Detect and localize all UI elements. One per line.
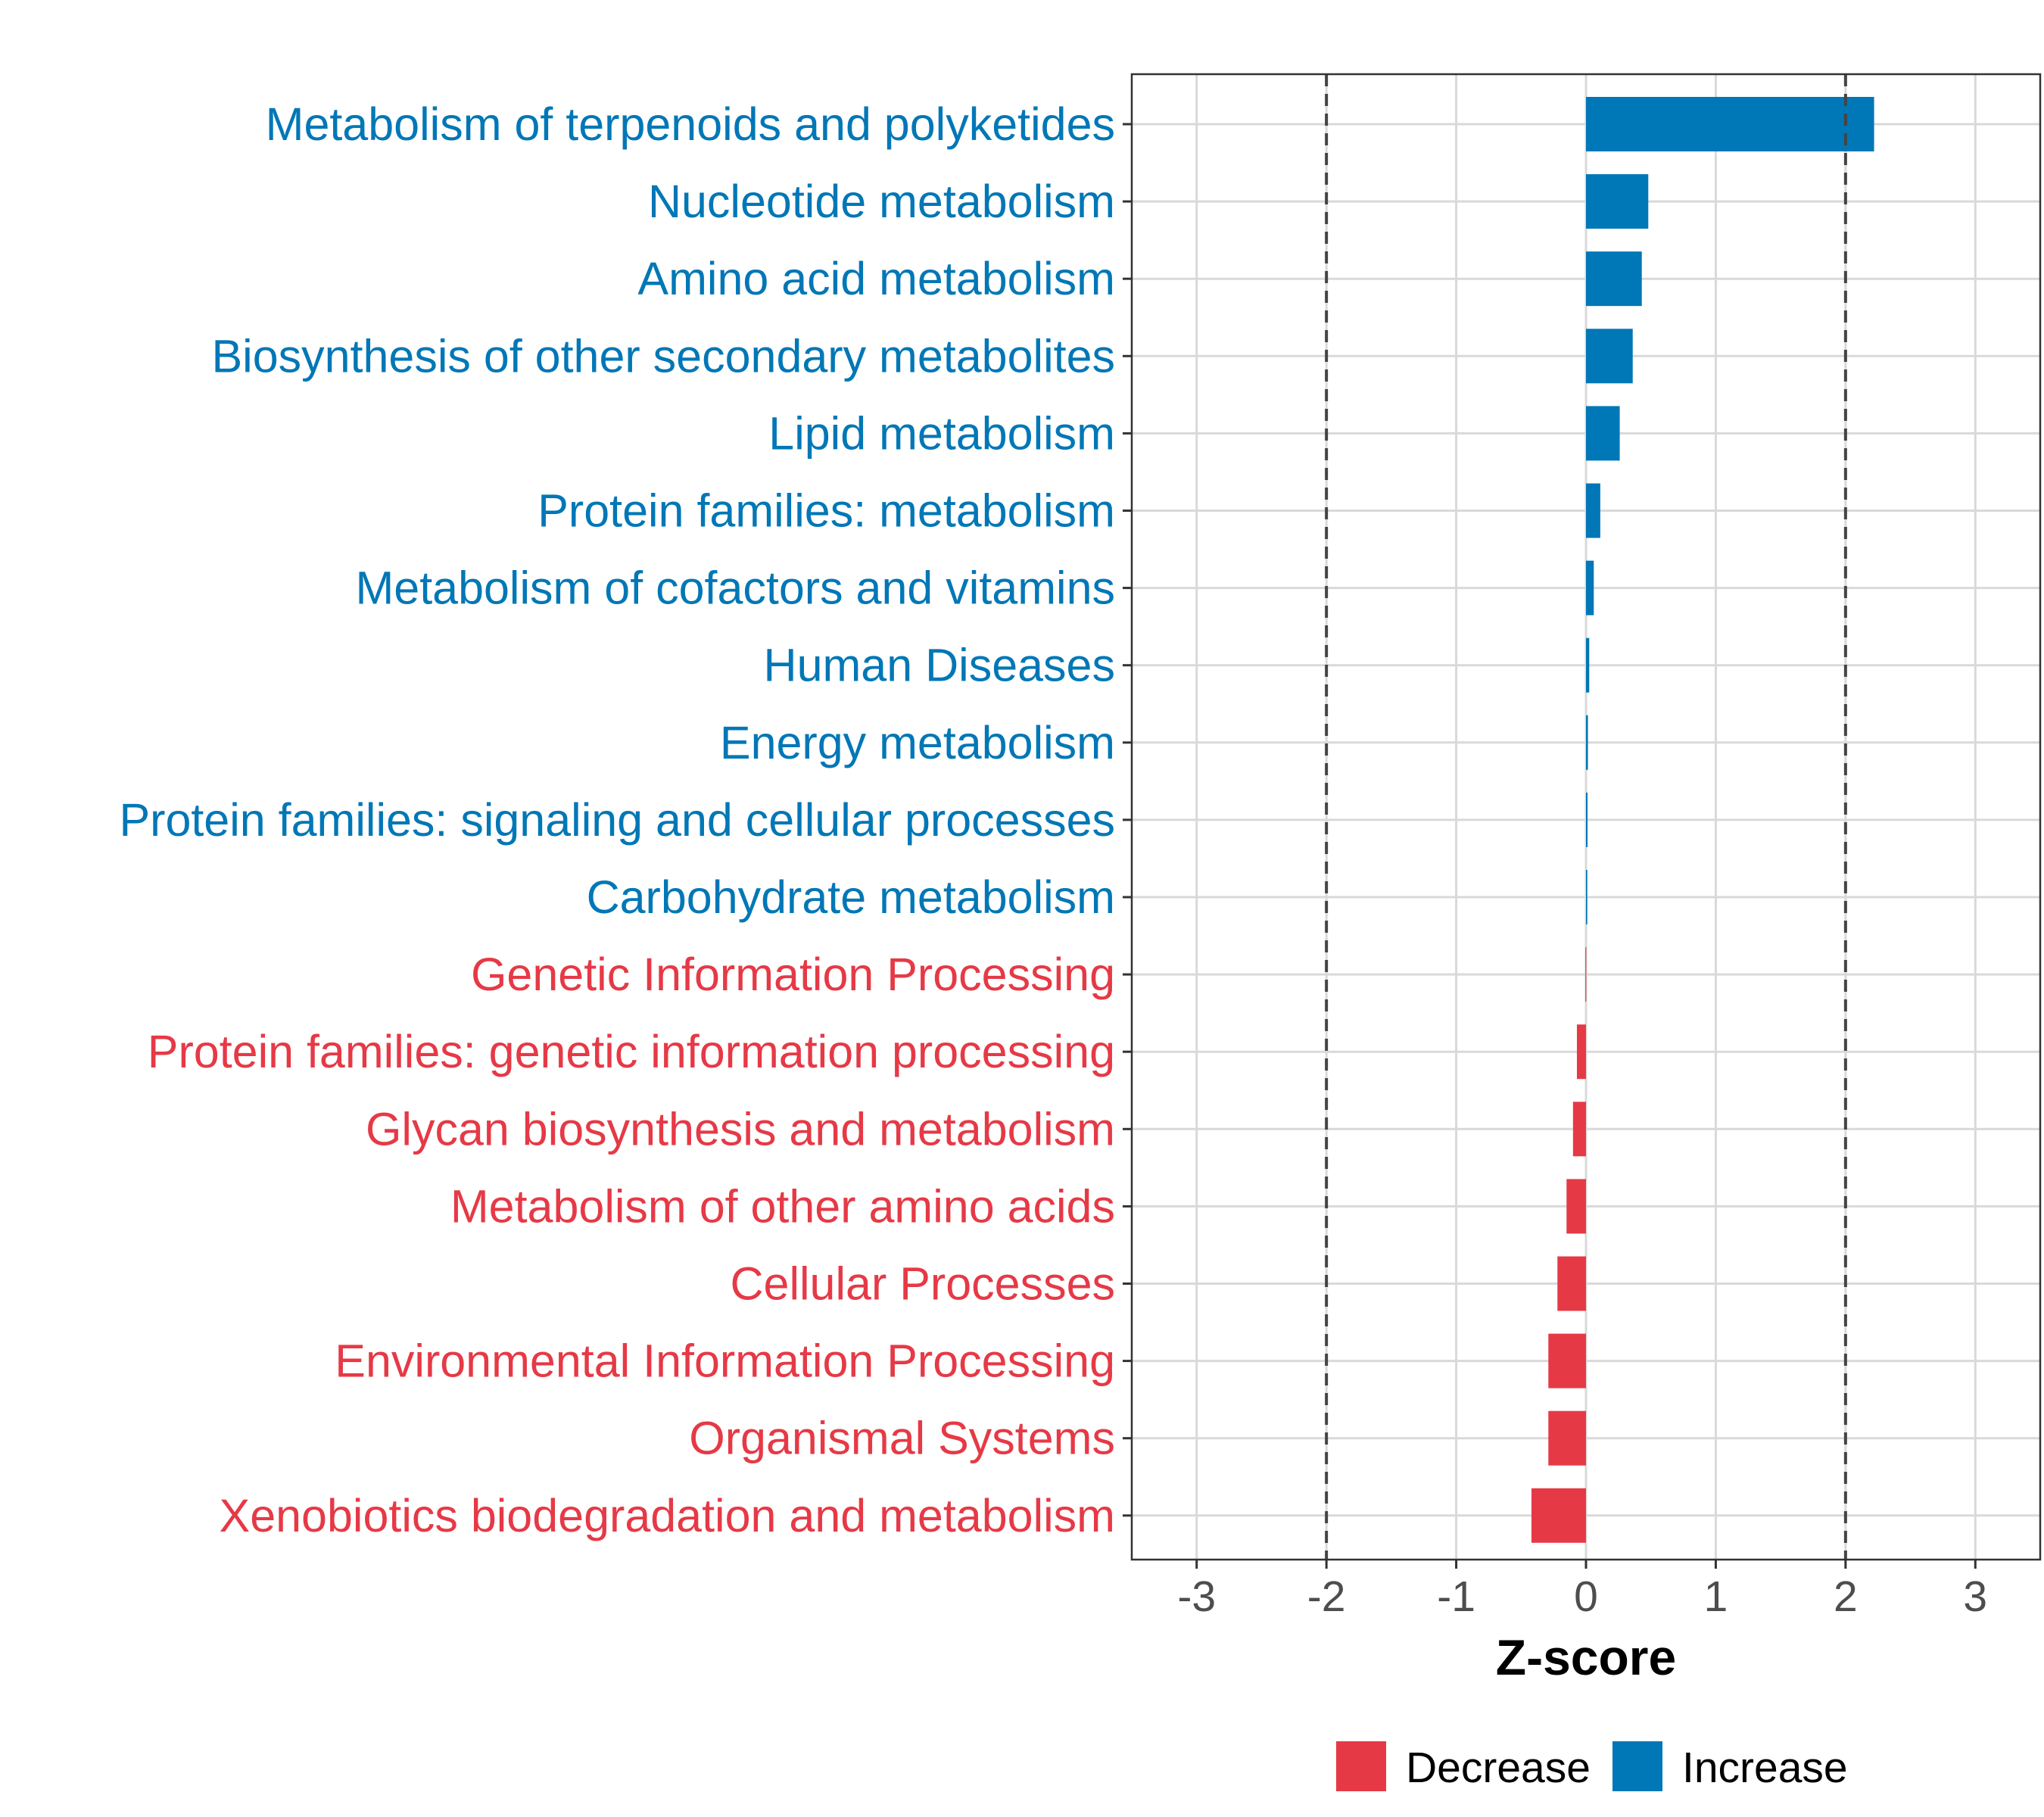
x-tick-label: -2 [1307, 1572, 1346, 1621]
category-label: Protein families: genetic information pr… [148, 1026, 1115, 1077]
category-label: Protein families: metabolism [537, 485, 1115, 537]
category-label: Biosynthesis of other secondary metaboli… [211, 330, 1115, 382]
legend-label: Decrease [1406, 1744, 1591, 1792]
x-tick-label: 1 [1704, 1572, 1728, 1621]
y-axis-ticks [1123, 123, 1132, 1517]
bar [1586, 560, 1594, 616]
bars [1531, 97, 1874, 1543]
x-tick-label: -1 [1437, 1572, 1475, 1621]
category-label: Metabolism of other amino acids [450, 1180, 1115, 1232]
x-tick-label: 2 [1834, 1572, 1858, 1621]
bar [1531, 1488, 1586, 1543]
category-label: Energy metabolism [720, 717, 1115, 768]
bar [1548, 1333, 1586, 1388]
x-tick-label: 3 [1963, 1572, 1987, 1621]
reference-lines [1325, 74, 1847, 1560]
bar [1586, 406, 1620, 461]
category-label: Human Diseases [764, 640, 1115, 691]
category-label: Nucleotide metabolism [648, 176, 1115, 227]
bar [1557, 1256, 1586, 1311]
bar [1586, 483, 1600, 538]
category-label: Protein families: signaling and cellular… [119, 794, 1115, 846]
category-label: Genetic Information Processing [471, 949, 1115, 1000]
bar [1577, 1024, 1586, 1080]
legend: Decrease Increase [1336, 1741, 1848, 1792]
bar [1586, 251, 1642, 307]
bar [1566, 1179, 1586, 1234]
x-tick-label: -3 [1177, 1572, 1216, 1621]
category-label: Lipid metabolism [768, 407, 1115, 459]
bar [1586, 715, 1588, 770]
category-label: Environmental Information Processing [335, 1335, 1115, 1387]
y-axis-labels: Metabolism of terpenoids and polyketides… [119, 98, 1115, 1541]
bar [1548, 1410, 1586, 1466]
legend-swatch [1612, 1741, 1662, 1791]
bar [1586, 329, 1633, 384]
category-label: Amino acid metabolism [637, 253, 1115, 304]
bar [1586, 97, 1874, 151]
bar [1586, 792, 1588, 847]
category-label: Glycan biosynthesis and metabolism [366, 1103, 1115, 1155]
category-label: Xenobiotics biodegradation and metabolis… [220, 1490, 1115, 1541]
bar [1586, 870, 1588, 924]
x-axis-ticks: -3 -2 -1 0 1 2 3 [1177, 1560, 1987, 1621]
bar [1586, 174, 1649, 229]
bar [1585, 947, 1587, 1002]
bar [1586, 637, 1590, 693]
legend-swatch [1336, 1741, 1386, 1791]
legend-label: Increase [1682, 1744, 1848, 1792]
x-tick-label: 0 [1574, 1572, 1598, 1621]
category-label: Organismal Systems [689, 1413, 1115, 1464]
category-label: Carbohydrate metabolism [587, 871, 1115, 923]
x-axis-title: Z-score [1496, 1629, 1676, 1685]
category-label: Metabolism of terpenoids and polyketides [266, 98, 1115, 150]
bar [1572, 1102, 1586, 1157]
category-label: Cellular Processes [730, 1258, 1115, 1310]
category-label: Metabolism of cofactors and vitamins [355, 563, 1115, 614]
